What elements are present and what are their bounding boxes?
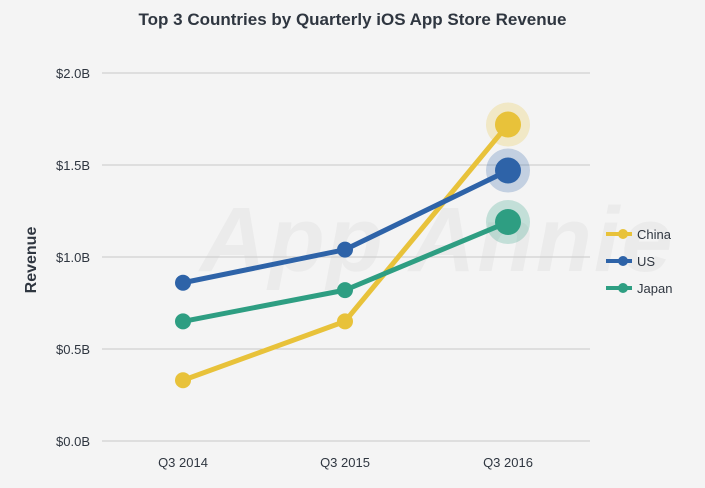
x-tick-label: Q3 2016: [483, 455, 533, 470]
y-tick-label: $1.0B: [56, 250, 90, 265]
x-tick-labels: Q3 2014 Q3 2015 Q3 2016: [158, 455, 533, 470]
data-point[interactable]: [337, 241, 353, 258]
legend-item-us[interactable]: US: [606, 254, 655, 269]
series-us: [175, 148, 530, 291]
legend: China US Japan: [606, 227, 672, 296]
y-tick-label: $0.0B: [56, 434, 90, 449]
data-point[interactable]: [337, 282, 353, 299]
legend-label: US: [637, 254, 655, 269]
data-point[interactable]: [175, 372, 191, 389]
series-line: [180, 168, 511, 286]
legend-marker: [618, 283, 628, 293]
y-tick-label: $1.5B: [56, 158, 90, 173]
x-tick-label: Q3 2014: [158, 455, 208, 470]
data-point[interactable]: [175, 313, 191, 330]
series-group: [175, 102, 530, 389]
legend-label: China: [637, 227, 672, 242]
x-tick-label: Q3 2015: [320, 455, 370, 470]
y-axis-label: Revenue: [23, 227, 40, 294]
data-point[interactable]: [337, 313, 353, 330]
series-japan: [175, 200, 530, 330]
y-tick-label: $2.0B: [56, 66, 90, 81]
data-point[interactable]: [495, 111, 521, 138]
legend-label: Japan: [637, 281, 672, 296]
legend-marker: [618, 256, 628, 266]
y-tick-label: $0.5B: [56, 342, 90, 357]
legend-item-japan[interactable]: Japan: [606, 281, 672, 296]
legend-marker: [618, 229, 628, 239]
series-china: [175, 102, 530, 389]
legend-item-china[interactable]: China: [606, 227, 672, 242]
y-tick-labels: $0.0B $0.5B $1.0B $1.5B $2.0B: [56, 66, 90, 449]
data-point[interactable]: [495, 209, 521, 236]
data-point[interactable]: [175, 274, 191, 291]
chart-title: Top 3 Countries by Quarterly iOS App Sto…: [138, 10, 567, 29]
data-point[interactable]: [495, 157, 521, 184]
